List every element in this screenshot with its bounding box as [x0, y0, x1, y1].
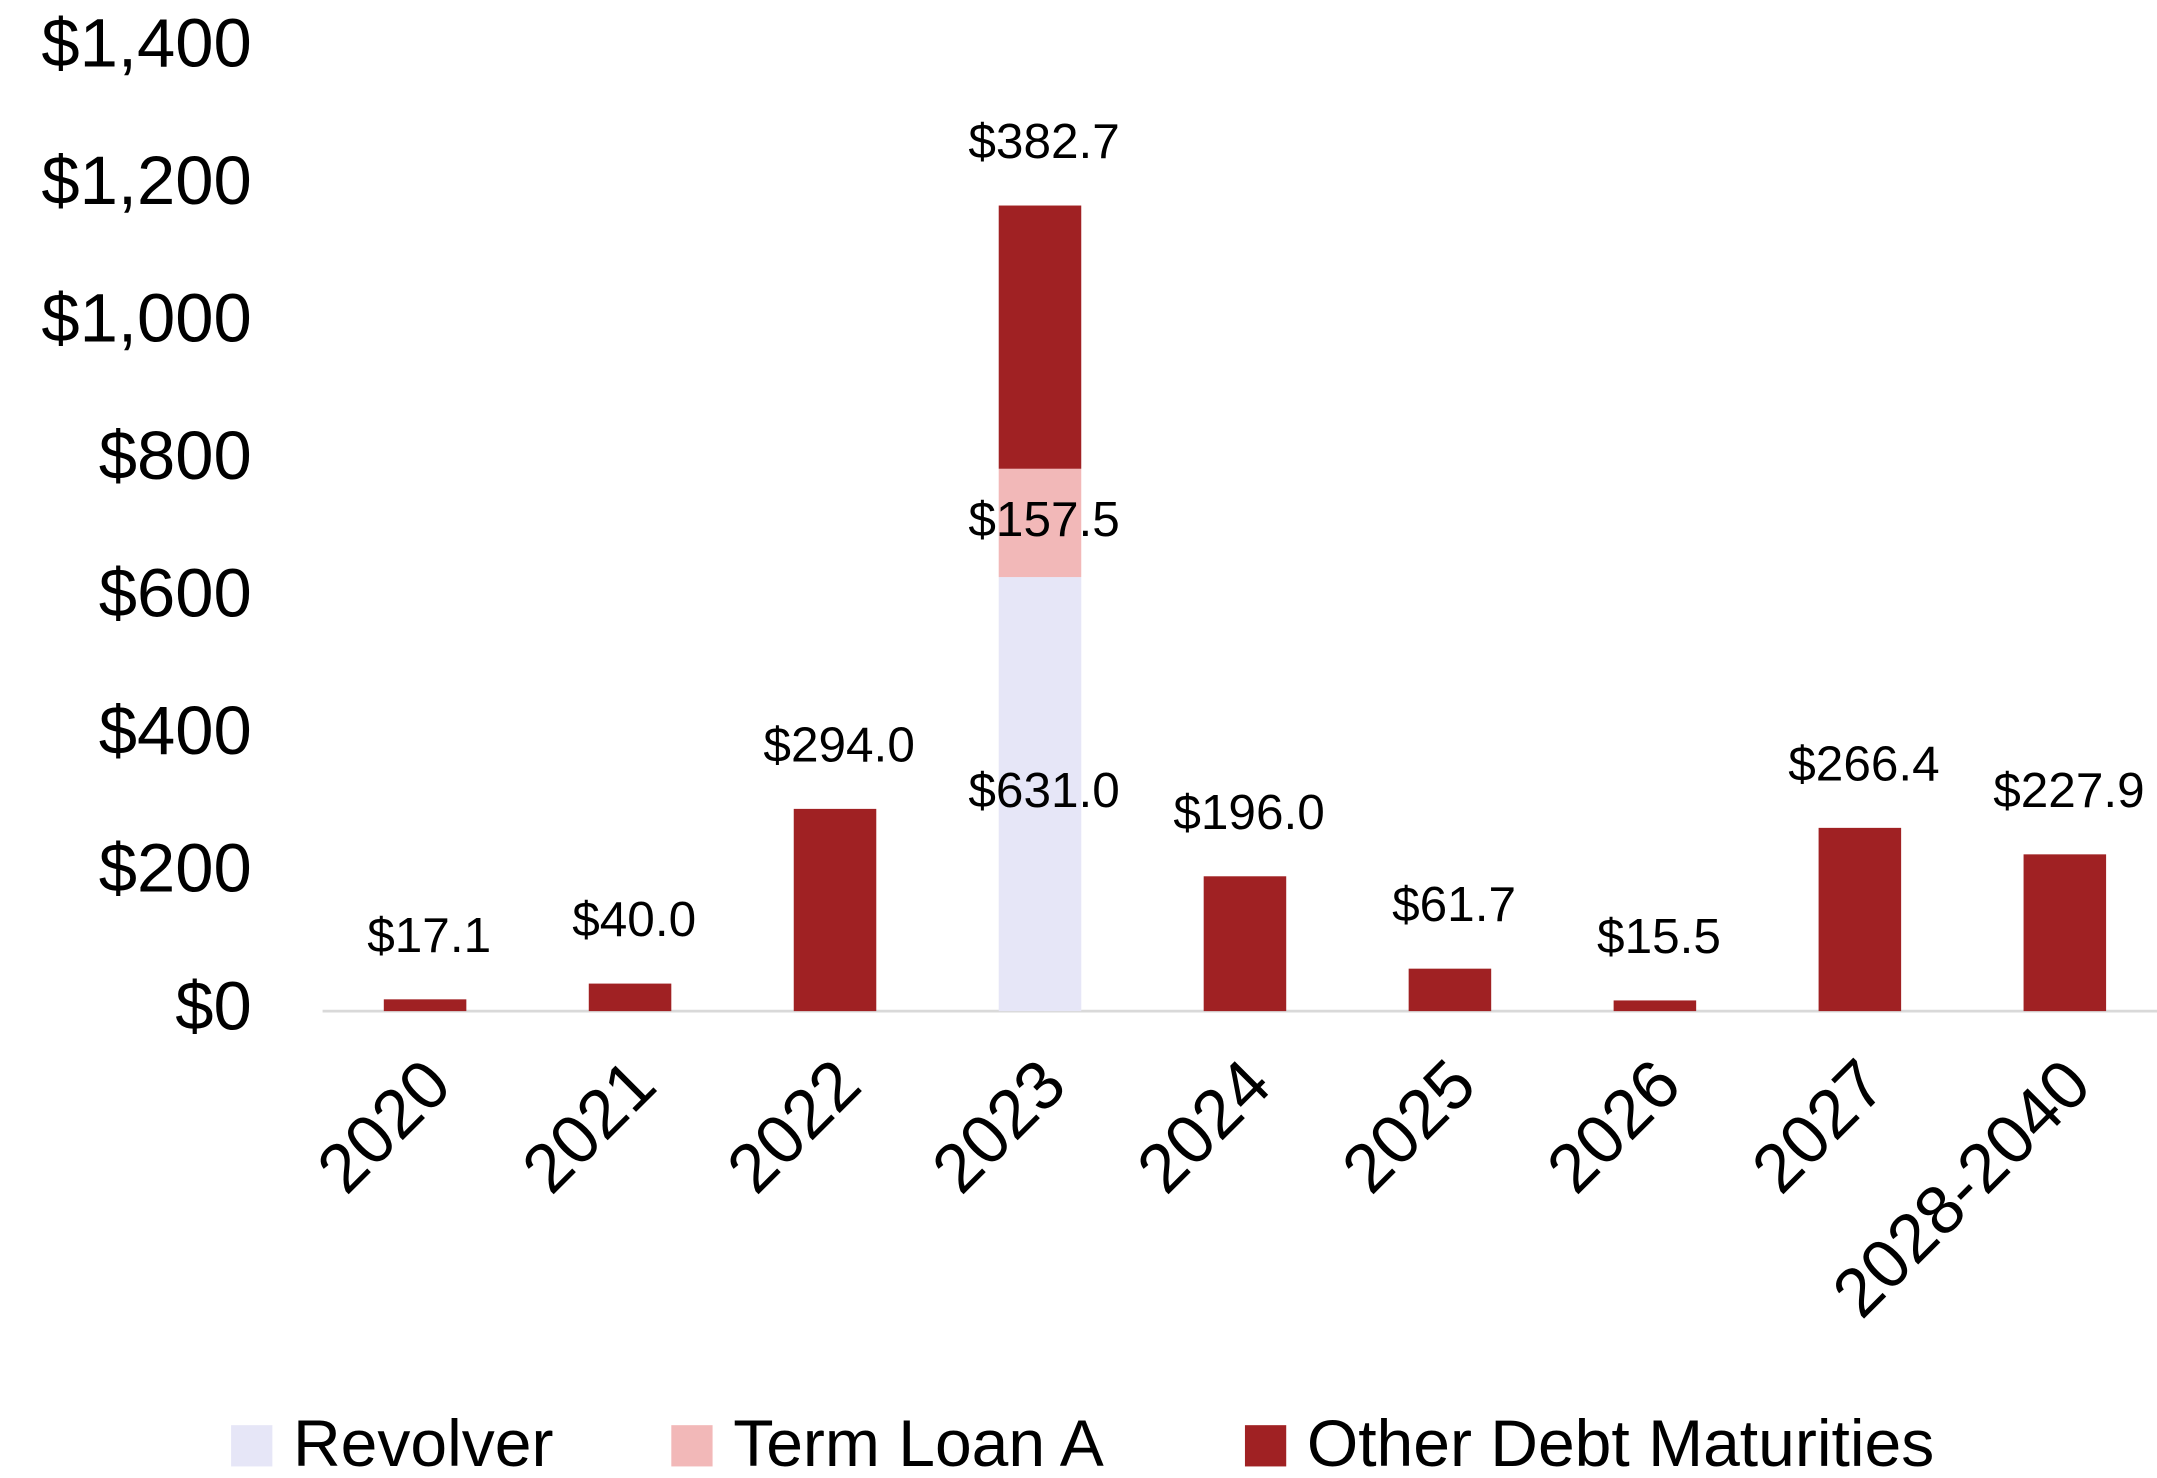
data-label: $61.7	[1392, 877, 1516, 932]
data-label: $382.7	[968, 114, 1119, 169]
data-label: $17.1	[367, 908, 491, 963]
bar-segment	[1613, 1000, 1697, 1012]
x-tick-label: 2020	[302, 1045, 465, 1208]
legend-swatch	[671, 1425, 713, 1467]
data-label: $227.9	[1993, 763, 2144, 818]
data-label: $294.0	[763, 717, 914, 772]
y-tick-label: $0	[175, 967, 252, 1044]
x-tick-label: 2027	[1737, 1045, 1900, 1208]
legend-swatch	[1244, 1425, 1287, 1467]
data-label: $40.0	[572, 892, 696, 947]
legend-label: Revolver	[293, 1406, 554, 1478]
bar-segment	[2023, 854, 2107, 1012]
bar-segment	[998, 577, 1082, 1012]
x-tick-label: 2025	[1327, 1045, 1490, 1208]
y-tick-label: $800	[99, 417, 252, 494]
y-tick-label: $400	[99, 692, 252, 769]
bar-segment	[1408, 968, 1492, 1012]
x-tick-label: 2021	[507, 1045, 670, 1208]
bar-segment	[383, 999, 467, 1012]
bar-segment	[588, 983, 672, 1012]
bar-segment	[1203, 876, 1287, 1012]
data-label: $15.5	[1597, 909, 1721, 964]
data-label: $631.0	[968, 763, 1119, 818]
data-label: $157.5	[968, 492, 1119, 547]
data-label: $196.0	[1173, 785, 1324, 840]
x-tick-label: 2024	[1122, 1045, 1285, 1208]
y-tick-label: $1,000	[41, 279, 251, 356]
legend-label: Term Loan A	[733, 1406, 1104, 1478]
y-tick-label: $600	[99, 555, 252, 632]
bar-segment	[793, 808, 877, 1012]
y-tick-label: $200	[99, 830, 252, 907]
x-tick-label: 2023	[917, 1045, 1080, 1208]
x-tick-label: 2026	[1532, 1045, 1695, 1208]
y-tick-label: $1,400	[41, 4, 251, 81]
bar-segment	[1818, 827, 1902, 1012]
data-label: $266.4	[1788, 736, 1939, 791]
legend-label: Other Debt Maturities	[1307, 1406, 1934, 1478]
y-tick-label: $1,200	[41, 142, 251, 219]
bar-segment	[998, 468, 1082, 578]
legend-swatch	[231, 1425, 273, 1467]
bar-segment	[998, 205, 1082, 469]
x-tick-label: 2022	[712, 1045, 875, 1208]
